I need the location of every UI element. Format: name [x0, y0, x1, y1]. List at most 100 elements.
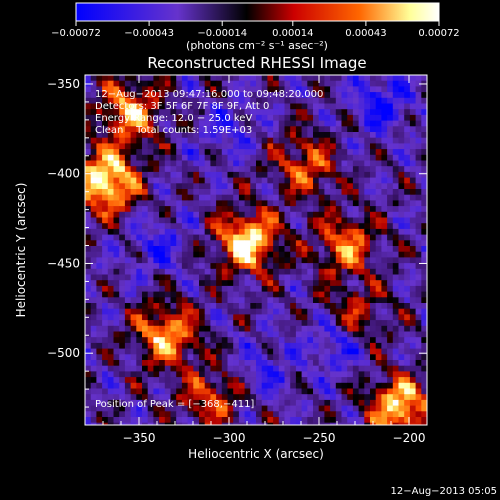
heatmap-cell [107, 234, 114, 241]
heatmap-cell [421, 223, 427, 230]
heatmap-cell [227, 365, 234, 372]
heatmap-cell [290, 97, 297, 104]
heatmap-cell [284, 189, 291, 196]
heatmap-cell [107, 166, 114, 173]
heatmap-cell [159, 217, 166, 224]
heatmap-cell [216, 194, 223, 201]
heatmap-cell [119, 308, 126, 315]
heatmap-cell [347, 320, 354, 327]
heatmap-cell [90, 217, 97, 224]
heatmap-cell [233, 103, 240, 110]
heatmap-cell [307, 240, 314, 247]
heatmap-cell [301, 388, 308, 395]
heatmap-cell [261, 388, 268, 395]
heatmap-cell [295, 365, 302, 372]
heatmap-cell [313, 263, 320, 270]
heatmap-cell [159, 291, 166, 298]
heatmap-cell [392, 171, 399, 178]
heatmap-cell [273, 417, 280, 424]
heatmap-cell [159, 337, 166, 344]
heatmap-cell [216, 371, 223, 378]
heatmap-cell [409, 137, 416, 144]
heatmap-cell [307, 354, 314, 361]
heatmap-cell [313, 75, 320, 82]
heatmap-cell [392, 268, 399, 275]
heatmap-cell [398, 223, 405, 230]
heatmap-cell [244, 228, 251, 235]
heatmap-cell [381, 194, 388, 201]
heatmap-cell [102, 137, 109, 144]
heatmap-cell [415, 109, 422, 116]
heatmap-cell [176, 331, 183, 338]
heatmap-cell [370, 228, 377, 235]
heatmap-cell [102, 342, 109, 349]
heatmap-cell [295, 80, 302, 87]
heatmap-cell [227, 417, 234, 424]
heatmap-cell [142, 114, 149, 121]
heatmap-cell [221, 411, 228, 418]
heatmap-cell [227, 280, 234, 287]
heatmap-cell [199, 251, 206, 258]
x-axis-label: Heliocentric X (arcsec) [188, 447, 324, 461]
heatmap-cell [261, 189, 268, 196]
heatmap-cell [147, 132, 154, 139]
heatmap-cell [398, 171, 405, 178]
heatmap-cell [136, 394, 143, 401]
heatmap-cell [221, 320, 228, 327]
heatmap-cell [347, 285, 354, 292]
heatmap-cell [290, 103, 297, 110]
heatmap-cell [409, 342, 416, 349]
heatmap-cell [181, 382, 188, 389]
heatmap-cell [392, 234, 399, 241]
heatmap-cell [370, 360, 377, 367]
heatmap-cell [318, 325, 325, 332]
heatmap-cell [324, 109, 331, 116]
heatmap-cell [199, 109, 206, 116]
heatmap-cell [330, 183, 337, 190]
heatmap-cell [193, 109, 200, 116]
heatmap-cell [398, 342, 405, 349]
heatmap-cell [204, 132, 211, 139]
heatmap-cell [335, 399, 342, 406]
heatmap-cell [307, 234, 314, 241]
heatmap-cell [164, 280, 171, 287]
heatmap-cell [324, 285, 331, 292]
heatmap-cell [199, 417, 206, 424]
heatmap-cell [278, 154, 285, 161]
heatmap-cell [199, 120, 206, 127]
heatmap-cell [301, 171, 308, 178]
heatmap-cell [278, 92, 285, 99]
heatmap-cell [352, 291, 359, 298]
heatmap-cell [290, 251, 297, 258]
heatmap-cell [102, 411, 109, 418]
heatmap-cell [102, 251, 109, 258]
heatmap-cell [352, 320, 359, 327]
heatmap-cell [313, 194, 320, 201]
heatmap-cell [216, 240, 223, 247]
heatmap-cell [307, 143, 314, 150]
heatmap-cell [187, 348, 194, 355]
heatmap-cell [341, 217, 348, 224]
heatmap-cell [199, 114, 206, 121]
heatmap-cell [96, 388, 103, 395]
heatmap-cell [381, 285, 388, 292]
heatmap-cell [318, 320, 325, 327]
heatmap-cell [204, 109, 211, 116]
heatmap-cell [107, 417, 114, 424]
heatmap-cell [364, 211, 371, 218]
heatmap-cell [250, 422, 257, 425]
heatmap-cell [387, 297, 394, 304]
heatmap-cell [227, 405, 234, 412]
heatmap-cell [113, 114, 120, 121]
heatmap-cell [210, 268, 217, 275]
heatmap-cell [364, 166, 371, 173]
heatmap-cell [164, 371, 171, 378]
heatmap-cell [96, 80, 103, 87]
heatmap-cell [164, 246, 171, 253]
heatmap-cell [193, 417, 200, 424]
heatmap-cell [404, 280, 411, 287]
heatmap-cell [107, 285, 114, 292]
heatmap-cell [341, 149, 348, 156]
heatmap-cell [404, 223, 411, 230]
heatmap-cell [227, 399, 234, 406]
